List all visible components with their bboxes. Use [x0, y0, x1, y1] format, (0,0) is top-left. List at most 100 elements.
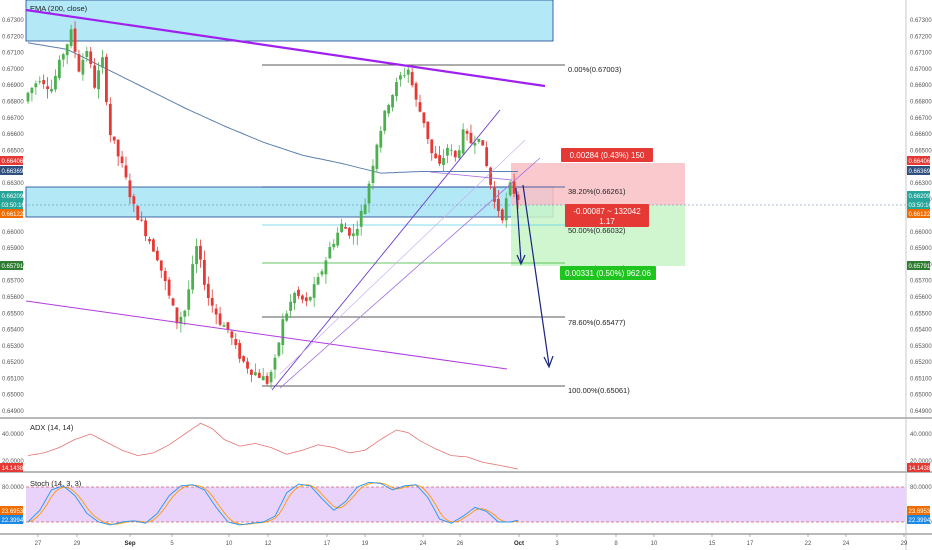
candle [355, 220, 359, 246]
time-tick: 8 [614, 534, 618, 547]
svg-text:0.65100: 0.65100 [2, 376, 24, 382]
candle [442, 149, 445, 172]
ascending-trendline-2[interactable] [279, 157, 541, 389]
candle [34, 80, 38, 95]
svg-text:10: 10 [651, 541, 658, 547]
candlestick-series [26, 21, 520, 389]
candle [320, 268, 324, 277]
svg-text:0.66122: 0.66122 [909, 212, 931, 218]
time-tick: 17 [324, 534, 331, 547]
candle [163, 267, 167, 291]
candle [93, 58, 97, 90]
time-axis[interactable]: 27 29 Sep 5 10 12 17 19 24 26 Oct 3 8 10 15 17 22 24 29 [35, 534, 908, 547]
svg-text:27: 27 [35, 541, 42, 547]
adx-title: ADX (14, 14) [30, 423, 74, 432]
price-badge: 0.66122 [907, 209, 931, 218]
candle [395, 77, 398, 102]
position-stop-label-box [561, 148, 653, 162]
svg-text:15: 15 [709, 541, 716, 547]
candle [140, 211, 144, 222]
candle [38, 76, 42, 85]
candle [504, 192, 508, 228]
stoch-current-badge: 23.6953 [0, 506, 24, 515]
time-tick: 15 [709, 534, 716, 547]
resistance-zone[interactable] [25, 0, 554, 42]
time-tick: Oct [514, 534, 524, 547]
svg-text:40.0000: 40.0000 [2, 432, 24, 438]
candle [512, 173, 516, 198]
stop-loss-zone[interactable] [511, 163, 685, 205]
candle [97, 61, 100, 99]
candle [399, 71, 402, 87]
candle [269, 369, 273, 389]
price-tick: 0.67300 0.67300 [2, 18, 932, 24]
candle [175, 307, 179, 330]
price-tick: 0.65000 0.65000 [2, 393, 932, 399]
candle [348, 227, 351, 239]
svg-text:03:50:16: 03:50:16 [2, 203, 26, 209]
svg-text:22.3994: 22.3994 [909, 518, 931, 524]
candle [461, 123, 465, 156]
svg-text:40.0000: 40.0000 [910, 432, 932, 438]
svg-text:Oct: Oct [514, 541, 524, 547]
projection-arrows[interactable] [515, 184, 554, 369]
candle [206, 276, 210, 306]
svg-text:0.66300: 0.66300 [2, 181, 24, 187]
svg-text:03:50:16: 03:50:16 [909, 203, 932, 209]
lower-trendline[interactable] [25, 300, 508, 370]
svg-text:0.65900: 0.65900 [2, 246, 24, 252]
candle [477, 138, 481, 144]
time-tick: 10 [226, 534, 233, 547]
candle [324, 257, 328, 284]
svg-text:0.65700: 0.65700 [910, 279, 932, 285]
svg-text:17: 17 [324, 541, 331, 547]
time-tick: 10 [651, 534, 658, 547]
candle [297, 286, 300, 300]
candle [257, 369, 261, 379]
svg-text:29: 29 [901, 541, 908, 547]
price-badge: 0.66122 [0, 209, 24, 218]
time-tick: 29 [901, 534, 908, 547]
candle [136, 205, 140, 221]
svg-text:0.65000: 0.65000 [910, 393, 932, 399]
candle [171, 297, 175, 307]
price-tick: 0.66700 0.66700 [2, 116, 932, 122]
svg-text:0.65600: 0.65600 [910, 295, 932, 301]
channel-line-2 [429, 171, 513, 181]
candle [375, 143, 379, 173]
position-stop-label-text: 0.00284 (0.43%) 150 [570, 151, 645, 160]
svg-text:0.66700: 0.66700 [910, 116, 932, 122]
price-tick: 0.65300 0.65300 [2, 344, 932, 350]
candle [449, 144, 453, 156]
price-badge: 0.66406 [0, 156, 24, 165]
adx-pane-bg [0, 418, 906, 472]
candle [351, 223, 355, 245]
svg-text:0.66369: 0.66369 [909, 169, 931, 175]
right-price-badges: 0.66406 0.66369 0.66209 03:50:16 0.66122 0.65… [907, 156, 932, 270]
fib-label-100: 100.00%(0.65061) [568, 386, 630, 395]
position-entry-label-text-1: -0.00087 ~ 132042 [573, 207, 641, 216]
upper-trendline[interactable] [25, 8, 546, 88]
price-tick: 0.66800 0.66800 [2, 99, 932, 105]
arrow-long [522, 184, 550, 366]
candle [120, 150, 124, 168]
ascending-trendline-1[interactable] [271, 109, 501, 391]
position-target-label-text: 0.00331 (0.50%) 962.06 [565, 269, 651, 278]
candle [500, 208, 504, 224]
candle [187, 280, 191, 317]
candle [340, 218, 343, 234]
candle [77, 49, 81, 73]
candle [253, 363, 257, 377]
left-price-badges: 0.66406 0.66369 0.66209 03:50:16 0.66122 0.65… [0, 156, 26, 270]
price-tick: 0.66000 0.66000 [2, 230, 932, 236]
candle [414, 81, 418, 107]
support-zone[interactable] [25, 186, 554, 218]
candle [328, 241, 332, 259]
svg-text:0.65400: 0.65400 [2, 328, 24, 334]
svg-text:0.66406: 0.66406 [2, 159, 24, 165]
ema-200-line [27, 42, 518, 174]
candle [426, 121, 430, 144]
svg-text:0.67100: 0.67100 [2, 51, 24, 57]
price-badge: 0.65791 [0, 261, 24, 270]
